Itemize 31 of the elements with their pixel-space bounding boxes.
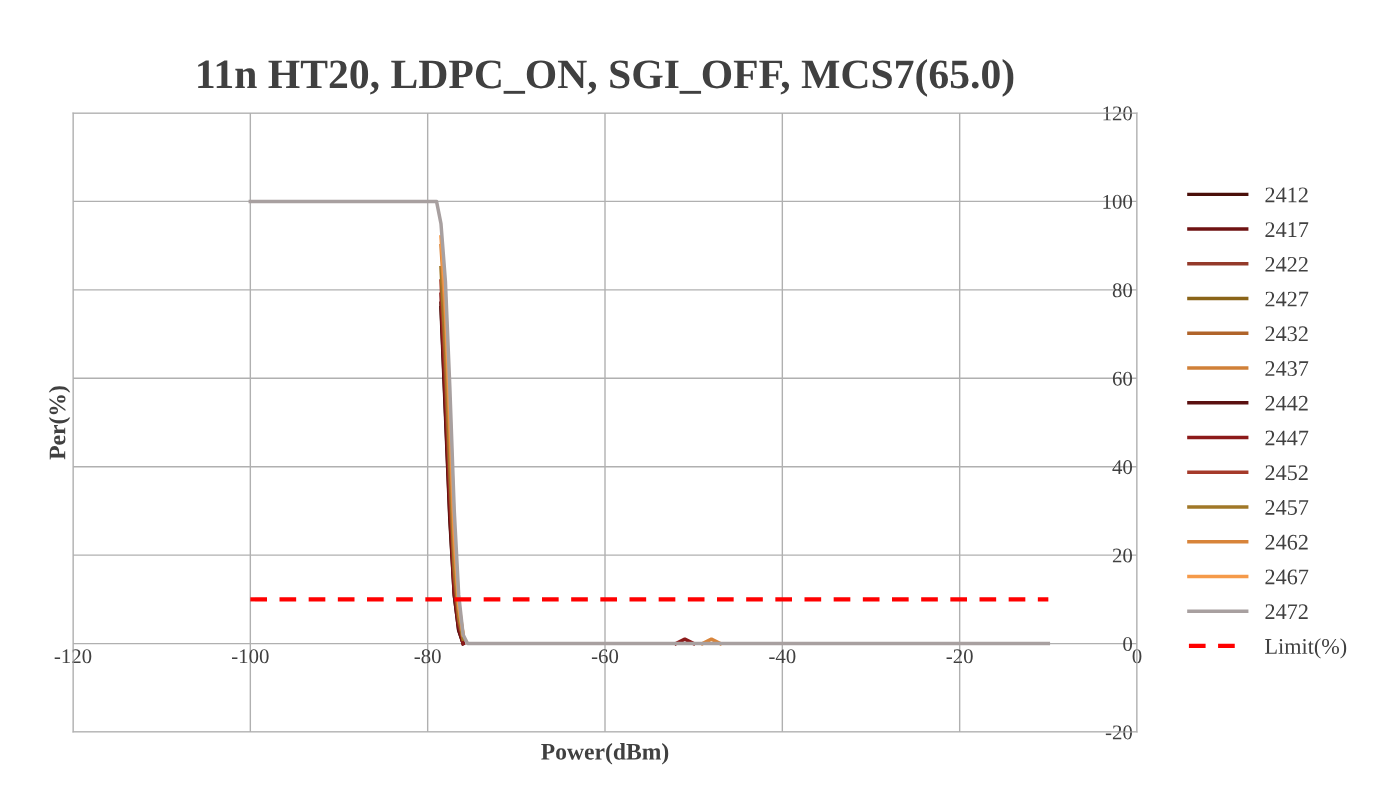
y-tick-label: 0 <box>1123 636 1133 651</box>
x-tick-label: -80 <box>414 649 441 664</box>
legend-label: 2417 <box>1265 222 1309 237</box>
x-tick-label: -60 <box>591 649 619 664</box>
legend-label: 2447 <box>1265 430 1309 446</box>
legend-label: 2452 <box>1265 465 1308 481</box>
legend-label: 2467 <box>1265 569 1309 585</box>
y-tick-label: 80 <box>1112 283 1133 298</box>
x-tick-label: -120 <box>54 649 92 664</box>
y-tick-label: 100 <box>1103 194 1133 209</box>
legend-label: 2437 <box>1265 361 1309 377</box>
legend-label: 2472 <box>1265 604 1308 619</box>
legend-label: 2457 <box>1265 500 1309 515</box>
x-axis-title: Power(dBm) <box>541 743 669 765</box>
legend-label: 2412 <box>1265 187 1308 203</box>
x-tick-label: -20 <box>946 649 973 664</box>
y-tick-label: 120 <box>1103 106 1133 121</box>
y-axis-title: Per(%) <box>48 386 71 460</box>
legend-label: 2432 <box>1265 326 1308 342</box>
y-tick-label: 60 <box>1112 371 1133 386</box>
y-tick-label: -20 <box>1105 725 1133 740</box>
x-tick-label: -100 <box>232 649 269 664</box>
x-tick-label: -40 <box>769 649 796 664</box>
legend-label: 2442 <box>1265 395 1308 411</box>
legend-label: 2462 <box>1265 534 1308 550</box>
chart-title: 11n HT20, LDPC_ON, SGI_OFF, MCS7(65.0) <box>198 59 1014 97</box>
y-tick-label: 20 <box>1112 548 1133 563</box>
y-tick-label: 40 <box>1112 460 1133 475</box>
legend-label: Limit(%) <box>1265 638 1347 659</box>
legend-label: 2427 <box>1265 291 1309 307</box>
legend-label: 2422 <box>1265 256 1308 272</box>
